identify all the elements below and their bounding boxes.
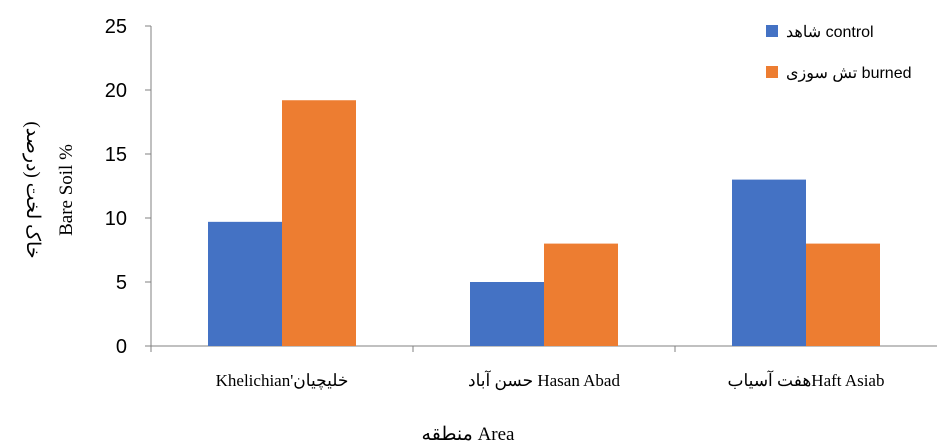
y-tick-label: 5 [116, 272, 127, 294]
x-category-label: حسن آباد Hasan Abad [468, 369, 620, 391]
legend-swatch [766, 25, 778, 37]
y-tick-label: 10 [105, 208, 127, 230]
x-axis-title: منطقه Area [422, 424, 516, 445]
legend-label: شاهد control [786, 24, 874, 41]
legend-swatch [766, 66, 778, 78]
y-tick-label: 20 [105, 80, 127, 102]
legend-label: تش سوزی burned [786, 65, 911, 82]
legend: شاهد control تش سوزی burned [766, 24, 911, 82]
y-tick-label: 0 [116, 336, 127, 358]
bar-control [470, 282, 544, 346]
x-category-label: Khelichian'خلیچیان [216, 371, 349, 391]
bar-burned [544, 243, 618, 346]
y-axis-title: Bare Soil % [56, 144, 77, 236]
y-tick-label: 25 [105, 16, 127, 38]
bar-burned [806, 243, 880, 346]
y-tick-label: 15 [105, 144, 127, 166]
y-axis-title-secondary: خاک لخت (درصد) [22, 121, 43, 258]
bar-burned [282, 100, 356, 347]
bar-control [732, 179, 806, 346]
plot-area: 0 5 10 15 20 25 Khelichian'خلیچیان حسن آباد Has… [105, 16, 937, 391]
x-category-label: هفت آسیابHaft Asiab [728, 369, 885, 390]
bar-control [208, 221, 282, 346]
